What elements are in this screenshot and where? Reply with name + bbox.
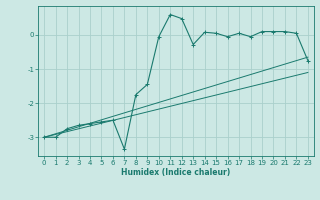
X-axis label: Humidex (Indice chaleur): Humidex (Indice chaleur) (121, 168, 231, 177)
